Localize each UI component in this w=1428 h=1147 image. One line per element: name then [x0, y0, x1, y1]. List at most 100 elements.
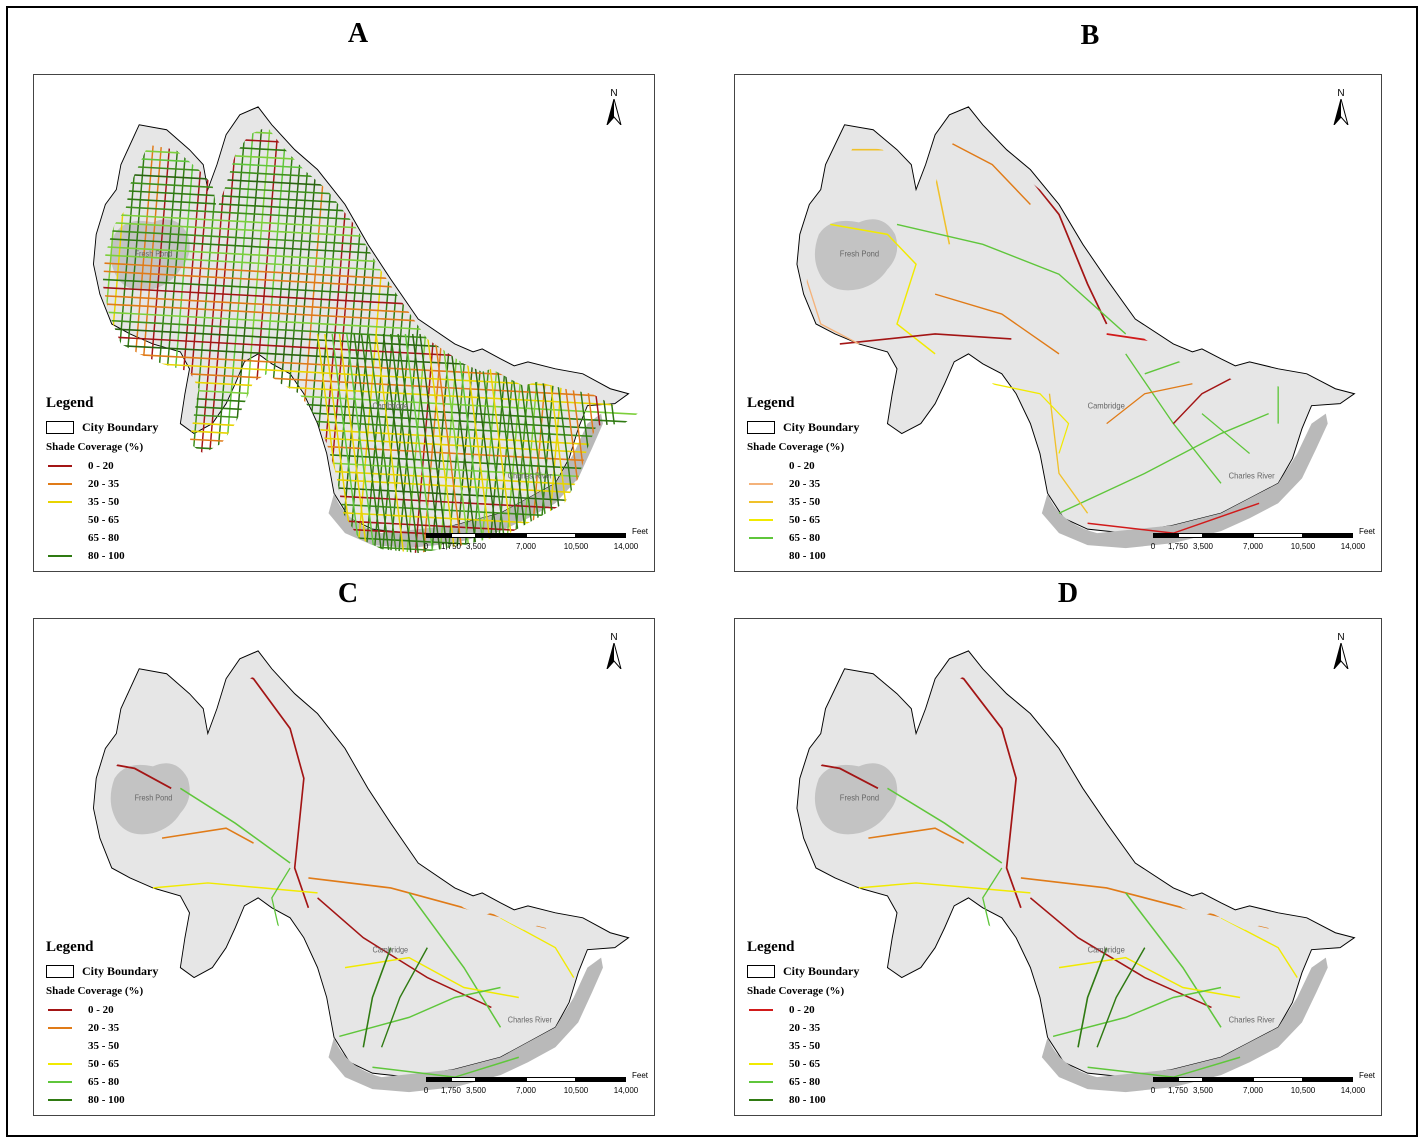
boundary-swatch [46, 421, 74, 434]
scale-segment [1178, 1077, 1203, 1082]
legend-class: 80 - 100 [46, 1091, 226, 1109]
legend-class-label: 65 - 80 [88, 532, 120, 544]
legend-class: 65 - 80 [747, 529, 927, 547]
street-segment [934, 293, 1060, 355]
scale-tick-label: 0 [1150, 542, 1156, 551]
scale-tick-label: 0 [1150, 1086, 1156, 1095]
legend-class: 20 - 35 [46, 1019, 226, 1037]
street-network [806, 126, 1336, 534]
scale-tick-label: 3,500 [1192, 542, 1214, 551]
map-panel-b: Fresh Pond Cambridge Charles River N Legend C… [734, 74, 1382, 572]
legend-class-label: 20 - 35 [789, 1022, 821, 1034]
scale-tick-label: 10,500 [1290, 542, 1316, 551]
north-arrow-icon: N [1331, 89, 1351, 129]
place-label: Fresh Pond [840, 793, 879, 802]
map-canvas: Fresh Pond Cambridge Charles River [796, 650, 1356, 1093]
scale-segment [1203, 1077, 1253, 1082]
street-segment [1077, 947, 1108, 1048]
legend-class: 35 - 50 [747, 493, 927, 511]
scale-tick-label: 14,000 [1340, 542, 1366, 551]
street-segment [408, 892, 502, 1028]
scale-tick-label: 7,000 [1242, 542, 1264, 551]
street-network [102, 670, 575, 1078]
legend-class-label: 35 - 50 [789, 496, 821, 508]
charles-river [1041, 957, 1328, 1093]
street-segment [404, 333, 434, 554]
city-boundary [92, 650, 630, 1078]
place-label: Fresh Pond [135, 793, 173, 802]
place-label: Cambridge [1088, 402, 1125, 411]
legend-class-label: 50 - 65 [789, 514, 821, 526]
legend-swatch [48, 555, 72, 557]
street-segment [324, 333, 354, 554]
legend-swatch [749, 519, 773, 521]
street-segment [1049, 986, 1222, 1039]
scale-segment [451, 1077, 476, 1082]
legend-class-label: 35 - 50 [789, 1040, 821, 1052]
street-segment [1058, 412, 1269, 514]
legend-class-label: 35 - 50 [88, 1040, 120, 1052]
legend-class-label: 65 - 80 [88, 1076, 120, 1088]
street-segment [441, 333, 471, 554]
legend-class-label: 80 - 100 [88, 550, 125, 562]
street-segment [868, 827, 965, 844]
legend-class-label: 80 - 100 [789, 1094, 826, 1106]
legend-swatch [48, 483, 72, 485]
street-segment [992, 383, 1070, 454]
street-segment [1172, 373, 1241, 425]
legend-subtitle: Shade Coverage (%) [46, 441, 144, 453]
scale-tick-label: 14,000 [613, 542, 639, 551]
legend-class: 50 - 65 [747, 511, 927, 529]
legend-boundary: City Boundary [46, 964, 226, 979]
street-segment [346, 333, 375, 554]
scale-tick-label: 7,000 [1242, 1086, 1264, 1095]
scale-unit: Feet [1358, 1071, 1375, 1080]
scale-tick-label: 3,500 [1192, 1086, 1214, 1095]
scale-tick-label: 1,750 [440, 542, 462, 551]
north-arrow-icon: N [604, 633, 624, 673]
legend-class: 65 - 80 [747, 1073, 927, 1091]
charles-river [328, 957, 603, 1093]
legend-swatch [48, 1009, 72, 1011]
legend-class: 35 - 50 [46, 1037, 226, 1055]
panel-title: A [347, 18, 369, 49]
street-segment [1029, 897, 1212, 1009]
map-panel-a: Fresh Pond Cambridge Charles River N Legend C… [33, 74, 655, 572]
legend-title: Legend [747, 395, 795, 411]
street-segment [470, 333, 500, 554]
legend-title: Legend [747, 939, 795, 955]
place-label: Cambridge [372, 945, 408, 954]
street-segment [380, 947, 428, 1048]
legend-swatch [48, 1063, 72, 1065]
scale-tick-label: 14,000 [1340, 1086, 1366, 1095]
legend-swatch [749, 483, 773, 485]
street-segment [982, 867, 1003, 938]
street-segment [1048, 393, 1089, 514]
street-segment [152, 882, 318, 894]
legend-swatch [749, 465, 773, 467]
charles-river [1041, 413, 1328, 549]
map-canvas: Fresh Pond Cambridge Charles River [92, 106, 638, 554]
legend-boundary: City Boundary [747, 420, 927, 435]
scale-tick-label: 10,500 [563, 1086, 589, 1095]
scale-unit: Feet [1358, 527, 1375, 536]
legend-class-label: 80 - 100 [789, 550, 826, 562]
place-label: Cambridge [1088, 946, 1125, 955]
place-label: Charles River [508, 1015, 553, 1024]
street-segment [411, 333, 441, 554]
legend-swatch [48, 1045, 72, 1047]
legend-class-label: 0 - 20 [88, 1004, 114, 1016]
legend-class: 0 - 20 [747, 457, 927, 475]
place-label: Fresh Pond [135, 249, 173, 258]
legend: Legend City Boundary Shade Coverage (%) 0 -… [747, 395, 927, 565]
legend-class-label: 20 - 35 [88, 478, 120, 490]
scale-bar: 0 1,750 3,500 7,000 10,500 14,000 Feet [1150, 527, 1375, 559]
place-label: Charles River [1229, 1015, 1275, 1024]
legend-class-label: 65 - 80 [789, 1076, 821, 1088]
fresh-pond [110, 763, 190, 835]
legend-class: 80 - 100 [747, 547, 927, 565]
legend-class: 65 - 80 [46, 1073, 226, 1091]
street-segment [485, 333, 515, 554]
legend-class-label: 50 - 65 [789, 1058, 821, 1070]
fresh-pond [814, 763, 898, 835]
